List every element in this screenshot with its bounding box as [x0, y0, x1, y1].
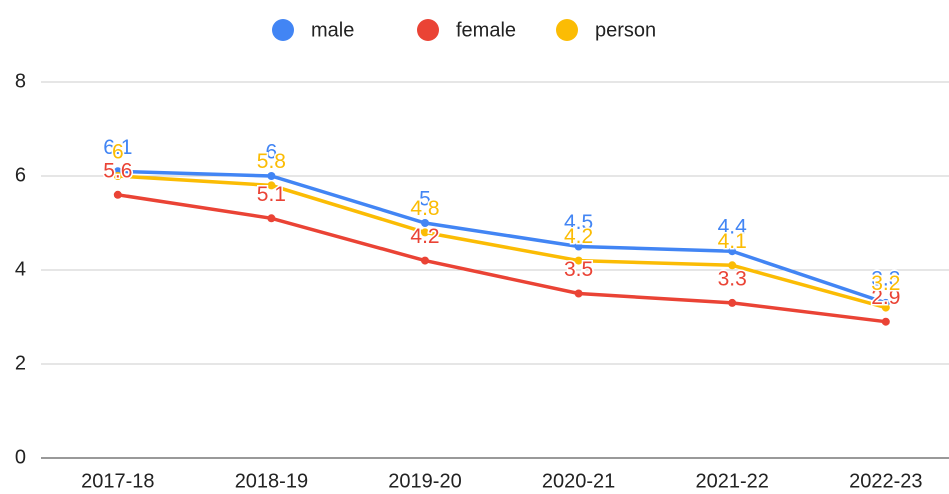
- legend-label: male: [311, 19, 354, 41]
- point: [574, 256, 583, 265]
- line: [117, 174, 887, 310]
- data-label: 5: [419, 188, 431, 211]
- data-label: 6: [112, 141, 124, 164]
- y-tick-label: 2: [15, 352, 26, 374]
- data-label: 4.5: [564, 211, 593, 234]
- legend-swatch: [417, 19, 439, 41]
- data-label: 5.6: [103, 159, 132, 182]
- point: [881, 303, 890, 312]
- legend-swatch: [556, 19, 578, 41]
- data-label: 4.8: [410, 197, 439, 220]
- point: [574, 242, 583, 251]
- point: [574, 289, 583, 298]
- data-label: 5.1: [257, 183, 286, 206]
- line: [117, 169, 887, 305]
- y-tick-label: 0: [15, 446, 26, 468]
- point: [421, 228, 429, 237]
- data-label: 4.4: [718, 216, 748, 239]
- x-tick-label: 2017-18: [81, 470, 154, 492]
- data-label: 4.1: [718, 230, 747, 253]
- x-tick-label: 2020-21: [542, 470, 615, 492]
- x-tick-label: 2022-23: [849, 470, 922, 492]
- point: [267, 172, 276, 180]
- data-label: 3.3: [871, 267, 900, 290]
- data-label: 3.3: [718, 267, 747, 290]
- point: [421, 256, 429, 265]
- y-tick-label: 6: [15, 164, 26, 186]
- data-label: 4.2: [410, 225, 439, 248]
- x-tick-label: 2019-20: [388, 470, 461, 492]
- y-tick-label: 8: [15, 70, 26, 92]
- data-label: 6.1: [103, 136, 132, 159]
- x-tick-label: 2021-22: [695, 470, 768, 492]
- point: [421, 219, 429, 227]
- data-label: 3.2: [871, 272, 900, 295]
- y-tick-label: 4: [15, 258, 26, 280]
- x-tick-label: 2018-19: [235, 470, 308, 492]
- legend-swatch: [272, 19, 294, 41]
- point: [728, 298, 737, 307]
- point: [113, 172, 122, 180]
- point: [113, 190, 122, 199]
- point: [267, 181, 276, 190]
- data-label: 6: [266, 141, 278, 164]
- data-label: 3.5: [564, 258, 593, 281]
- point: [728, 261, 737, 270]
- point: [881, 317, 890, 326]
- legend-label: person: [595, 19, 656, 41]
- line: [117, 193, 887, 324]
- point: [267, 214, 276, 223]
- data-label: 2.9: [871, 286, 900, 309]
- legend-label: female: [456, 19, 516, 41]
- data-label: 4.2: [564, 225, 593, 248]
- point: [728, 247, 737, 256]
- data-label: 5.8: [257, 150, 286, 173]
